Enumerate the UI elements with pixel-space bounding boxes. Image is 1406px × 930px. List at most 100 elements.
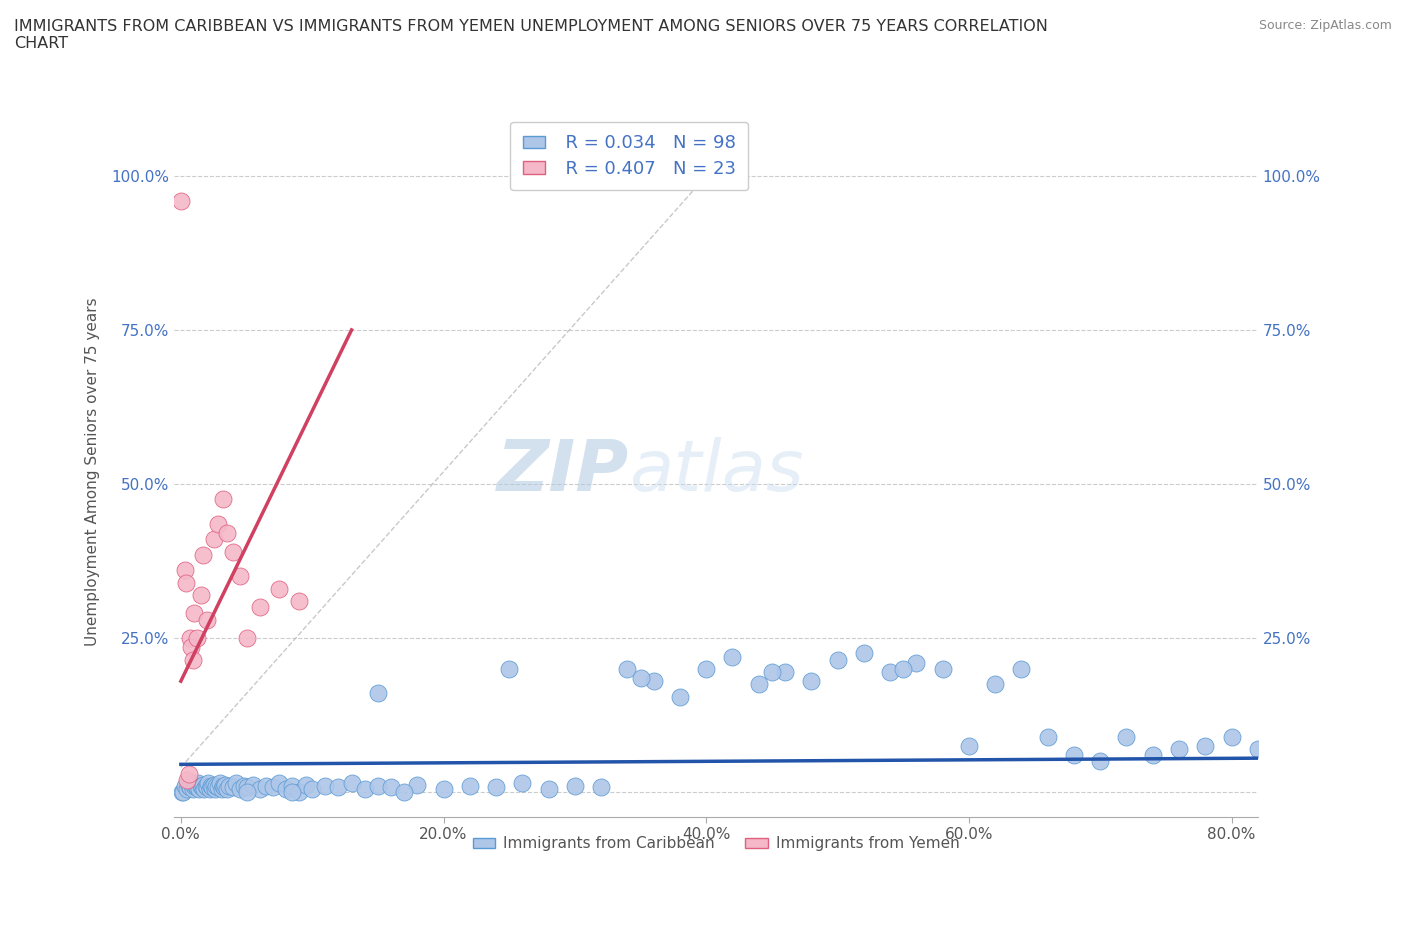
Point bbox=[180, 640, 202, 655]
Point bbox=[281, 778, 304, 793]
Point bbox=[193, 781, 215, 796]
Point bbox=[191, 779, 214, 794]
Point bbox=[205, 778, 228, 793]
Point bbox=[254, 778, 277, 793]
Point bbox=[177, 778, 200, 793]
Point bbox=[367, 778, 389, 793]
Point bbox=[214, 777, 236, 792]
Point bbox=[193, 548, 215, 563]
Point bbox=[274, 781, 297, 796]
Point bbox=[202, 532, 225, 547]
Point bbox=[181, 781, 204, 796]
Point bbox=[288, 593, 311, 608]
Point bbox=[188, 781, 211, 796]
Point bbox=[616, 661, 638, 676]
Point bbox=[510, 776, 533, 790]
Point bbox=[328, 779, 350, 794]
Point bbox=[172, 785, 194, 800]
Point bbox=[212, 778, 235, 793]
Legend: Immigrants from Caribbean, Immigrants from Yemen: Immigrants from Caribbean, Immigrants fr… bbox=[467, 830, 966, 857]
Point bbox=[249, 781, 271, 796]
Point bbox=[235, 779, 257, 794]
Point bbox=[392, 785, 415, 800]
Point bbox=[353, 781, 375, 796]
Point bbox=[1220, 729, 1243, 744]
Point bbox=[879, 664, 901, 679]
Point bbox=[380, 779, 402, 794]
Point bbox=[591, 779, 613, 794]
Point bbox=[197, 776, 219, 790]
Point bbox=[176, 772, 198, 787]
Point bbox=[1299, 738, 1322, 753]
Point bbox=[207, 779, 229, 794]
Point bbox=[485, 779, 508, 794]
Point bbox=[281, 785, 304, 800]
Point bbox=[1168, 741, 1191, 756]
Point bbox=[931, 661, 953, 676]
Point bbox=[537, 781, 560, 796]
Point bbox=[957, 738, 980, 753]
Point bbox=[229, 569, 252, 584]
Point bbox=[748, 677, 770, 692]
Point bbox=[215, 525, 238, 540]
Point bbox=[249, 600, 271, 615]
Point bbox=[1115, 729, 1137, 744]
Point bbox=[187, 776, 209, 790]
Point bbox=[195, 612, 218, 627]
Point bbox=[340, 776, 363, 790]
Point bbox=[1194, 738, 1216, 753]
Point bbox=[1272, 748, 1295, 763]
Point bbox=[177, 766, 200, 781]
Point bbox=[761, 664, 783, 679]
Point bbox=[669, 689, 692, 704]
Point bbox=[195, 779, 218, 794]
Point bbox=[218, 778, 240, 793]
Point bbox=[222, 544, 245, 559]
Point bbox=[235, 631, 257, 645]
Point bbox=[190, 778, 212, 793]
Y-axis label: Unemployment Among Seniors over 75 years: Unemployment Among Seniors over 75 years bbox=[86, 298, 100, 646]
Point bbox=[269, 581, 291, 596]
Point bbox=[186, 631, 208, 645]
Point bbox=[173, 778, 195, 793]
Point bbox=[294, 777, 316, 792]
Point bbox=[222, 779, 245, 794]
Point bbox=[190, 588, 212, 603]
Point bbox=[211, 781, 233, 796]
Point bbox=[200, 778, 222, 793]
Point bbox=[1010, 661, 1032, 676]
Point bbox=[1090, 754, 1112, 769]
Point bbox=[852, 646, 875, 661]
Point bbox=[198, 781, 221, 796]
Point bbox=[269, 776, 291, 790]
Point bbox=[193, 777, 215, 792]
Point bbox=[643, 673, 665, 688]
Point bbox=[406, 777, 429, 792]
Point bbox=[170, 193, 193, 208]
Point bbox=[181, 652, 204, 667]
Point bbox=[180, 776, 202, 790]
Text: IMMIGRANTS FROM CARIBBEAN VS IMMIGRANTS FROM YEMEN UNEMPLOYMENT AMONG SENIORS OV: IMMIGRANTS FROM CARIBBEAN VS IMMIGRANTS … bbox=[14, 19, 1047, 51]
Point bbox=[212, 779, 235, 794]
Point bbox=[204, 781, 226, 796]
Point bbox=[176, 781, 198, 796]
Text: Source: ZipAtlas.com: Source: ZipAtlas.com bbox=[1258, 19, 1392, 32]
Point bbox=[773, 664, 796, 679]
Point bbox=[235, 785, 257, 800]
Point bbox=[202, 777, 225, 792]
Point bbox=[242, 777, 264, 792]
Text: ZIP: ZIP bbox=[498, 437, 630, 506]
Point bbox=[458, 778, 481, 793]
Point bbox=[314, 778, 336, 793]
Point bbox=[183, 778, 205, 793]
Point bbox=[432, 781, 454, 796]
Point bbox=[301, 781, 323, 796]
Point bbox=[225, 776, 247, 790]
Point bbox=[229, 781, 252, 796]
Point bbox=[194, 778, 217, 793]
Point bbox=[212, 492, 235, 507]
Point bbox=[207, 516, 229, 531]
Point bbox=[172, 785, 194, 800]
Point bbox=[1036, 729, 1059, 744]
Point bbox=[183, 606, 205, 621]
